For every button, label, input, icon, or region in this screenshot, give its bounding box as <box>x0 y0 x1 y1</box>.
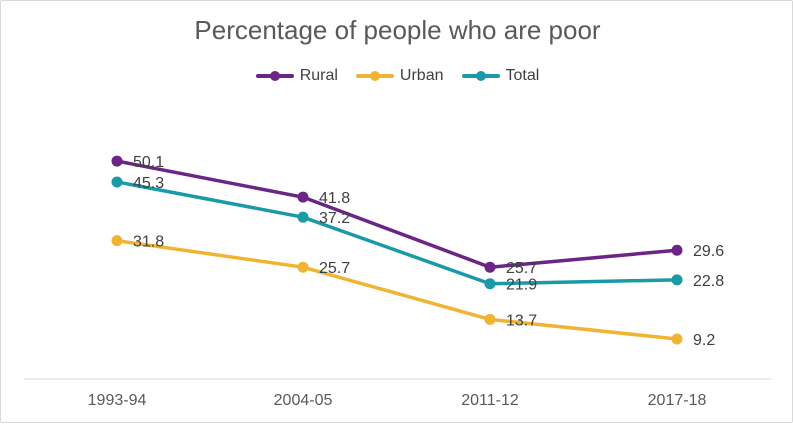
data-point-urban <box>111 235 123 247</box>
legend-swatch-rural <box>255 69 294 83</box>
data-point-urban <box>484 313 496 325</box>
series-line-rural <box>115 159 679 269</box>
legend-label-total: Total <box>505 67 540 84</box>
legend-swatch-total <box>461 69 500 83</box>
data-label-rural: 41.8 <box>319 190 350 207</box>
legend-marker-urban <box>369 71 380 81</box>
data-label-urban: 9.2 <box>693 332 715 349</box>
data-label-rural: 29.6 <box>693 243 724 260</box>
data-label-total: 22.8 <box>693 273 724 290</box>
data-label-rural: 25.7 <box>506 260 537 277</box>
series-line-urban <box>115 238 679 341</box>
x-tick-label: 2011-12 <box>461 392 519 409</box>
data-point-urban <box>297 261 309 273</box>
data-point-rural <box>671 244 683 256</box>
data-point-rural <box>111 155 123 167</box>
data-point-urban <box>671 333 683 345</box>
legend-item-total: Total <box>461 67 540 85</box>
legend-swatch-urban <box>355 69 394 83</box>
data-point-total <box>671 274 683 286</box>
data-label-total: 37.2 <box>319 210 350 227</box>
data-label-urban: 31.8 <box>133 234 164 251</box>
x-tick-label: 1993-94 <box>88 392 147 409</box>
data-label-rural: 50.1 <box>133 154 164 171</box>
x-tick-label: 2017-18 <box>648 392 707 409</box>
legend-item-rural: Rural <box>255 67 338 85</box>
data-label-total: 21.9 <box>506 277 537 294</box>
data-label-urban: 13.7 <box>506 312 537 329</box>
legend-item-urban: Urban <box>355 67 444 85</box>
chart-legend: Rural Urban Total <box>1 67 793 85</box>
x-tick-label: 2004-05 <box>274 392 333 409</box>
series-line-total <box>115 180 679 286</box>
chart-title: Percentage of people who are poor <box>194 15 601 45</box>
data-point-rural <box>297 191 309 203</box>
data-point-rural <box>484 261 496 273</box>
legend-label-urban: Urban <box>399 67 444 84</box>
data-label-total: 45.3 <box>133 175 164 192</box>
data-point-total <box>484 278 496 290</box>
data-label-urban: 25.7 <box>319 260 350 277</box>
legend-label-rural: Rural <box>299 67 338 84</box>
data-point-total <box>297 211 309 223</box>
legend-marker-total <box>475 71 486 81</box>
data-point-total <box>111 176 123 188</box>
legend-marker-rural <box>269 71 280 81</box>
